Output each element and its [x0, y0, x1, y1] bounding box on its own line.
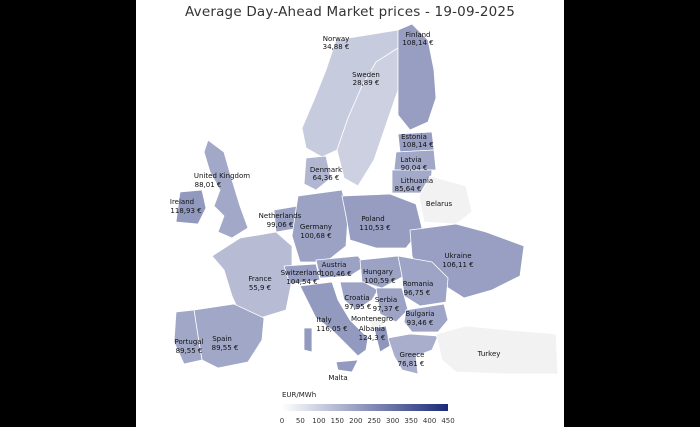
- label-switzerland-value: 104,54 €: [286, 278, 317, 286]
- country-austria[interactable]: [315, 255, 367, 279]
- label-romania-name: Romania: [403, 280, 434, 288]
- label-switzerland-name: Switzerland: [281, 269, 322, 277]
- legend-tick: 0: [279, 417, 285, 425]
- legend-tick: 250: [367, 417, 381, 425]
- label-hungary-name: Hungary: [363, 268, 393, 276]
- label-latvia-value: 90,04 €: [401, 164, 428, 172]
- label-netherlands-name: Netherlands: [259, 212, 302, 220]
- legend-tick: 400: [422, 417, 437, 425]
- country-greece[interactable]: [387, 333, 439, 375]
- label-italy-value: 116,05 €: [316, 325, 347, 333]
- label-italy-name: Italy: [316, 316, 331, 324]
- label-germany-name: Germany: [300, 223, 332, 231]
- country-malta[interactable]: [346, 378, 350, 382]
- label-croatia-value: 97,95 €: [345, 303, 372, 311]
- label-serbia-value: 97,37 €: [373, 305, 400, 313]
- label-bulgaria-name: Bulgaria: [405, 310, 434, 318]
- legend-tick: 300: [386, 417, 400, 425]
- legend-tick: 50: [295, 417, 305, 425]
- label-turkey-name: Turkey: [477, 350, 501, 358]
- country-serbia[interactable]: [375, 287, 409, 323]
- label-romania-value: 96,75 €: [404, 289, 431, 297]
- label-lithuania-value: 85,64 €: [395, 185, 422, 193]
- label-austria-name: Austria: [322, 261, 347, 269]
- country-romania[interactable]: [397, 255, 449, 307]
- country-denmark[interactable]: [303, 155, 332, 191]
- country-italy-sicily[interactable]: [335, 359, 359, 373]
- country-turkey[interactable]: [435, 325, 559, 375]
- label-sweden-value: 28,89 €: [353, 79, 380, 87]
- country-italy[interactable]: [299, 281, 369, 357]
- country-latvia[interactable]: [393, 149, 437, 171]
- label-croatia-name: Croatia: [344, 294, 369, 302]
- country-croatia[interactable]: [339, 281, 379, 311]
- label-albania-value: 124,3 €: [359, 334, 386, 342]
- label-spain-value: 89,55 €: [212, 344, 239, 352]
- label-austria-value: 100,46 €: [320, 270, 351, 278]
- country-italy-sardinia[interactable]: [303, 327, 313, 353]
- label-poland-name: Poland: [361, 215, 384, 223]
- label-sweden-name: Sweden: [352, 71, 380, 79]
- legend-tick: 450: [441, 417, 455, 425]
- label-ireland-value: 118,93 €: [170, 207, 201, 215]
- label-ukraine-name: Ukraine: [444, 252, 471, 260]
- country-france[interactable]: [211, 231, 293, 319]
- label-montenegro-name: Montenegro: [351, 315, 393, 323]
- label-belarus-name: Belarus: [426, 200, 453, 208]
- country-poland[interactable]: [341, 193, 423, 249]
- europe-map: Norway 34,88 € Finland 108,14 € Sweden 2…: [170, 23, 559, 382]
- label-portugal-value: 89,55 €: [176, 347, 203, 355]
- legend-title: EUR/MWh: [282, 391, 317, 399]
- legend-tick: 200: [349, 417, 363, 425]
- label-lithuania-name: Lithuania: [401, 177, 433, 185]
- label-france-value: 55,9 €: [249, 284, 271, 292]
- label-denmark-value: 64,36 €: [313, 174, 340, 182]
- legend-color-bar: [282, 404, 448, 411]
- label-portugal-name: Portugal: [175, 338, 204, 346]
- label-germany-value: 100,68 €: [300, 232, 331, 240]
- country-bulgaria[interactable]: [403, 303, 449, 333]
- country-switzerland[interactable]: [283, 263, 321, 285]
- label-norway-value: 34,88 €: [323, 43, 350, 51]
- label-finland-value: 108,14 €: [402, 39, 433, 47]
- label-denmark-name: Denmark: [310, 166, 343, 174]
- label-bulgaria-value: 93,46 €: [407, 319, 434, 327]
- map-title: Average Day-Ahead Market prices - 19-09-…: [185, 4, 515, 20]
- label-ireland-name: Ireland: [170, 198, 194, 206]
- label-malta-name: Malta: [328, 374, 347, 382]
- country-portugal[interactable]: [173, 309, 203, 365]
- country-germany[interactable]: [291, 189, 349, 263]
- legend-tick: 100: [312, 417, 326, 425]
- label-serbia-name: Serbia: [375, 296, 397, 304]
- label-norway-name: Norway: [323, 35, 350, 43]
- label-finland-name: Finland: [405, 31, 430, 39]
- country-ireland[interactable]: [175, 189, 207, 225]
- label-greece-name: Greece: [400, 351, 425, 359]
- label-poland-value: 110,53 €: [359, 224, 390, 232]
- label-estonia-name: Estonia: [401, 133, 427, 141]
- label-estonia-value: 108,14 €: [402, 141, 433, 149]
- country-albania[interactable]: [373, 325, 391, 353]
- country-united-kingdom[interactable]: [203, 139, 249, 239]
- country-hungary[interactable]: [359, 255, 405, 289]
- legend-tick: 350: [404, 417, 418, 425]
- label-ukraine-value: 106,11 €: [442, 261, 473, 269]
- map-panel: Average Day-Ahead Market prices - 19-09-…: [136, 0, 564, 427]
- label-netherlands-value: 99,06 €: [267, 221, 294, 229]
- country-finland[interactable]: [397, 23, 437, 131]
- label-latvia-name: Latvia: [400, 156, 421, 164]
- label-france-name: France: [248, 275, 271, 283]
- label-hungary-value: 100,59 €: [364, 277, 395, 285]
- label-uk-value: 88,01 €: [195, 181, 222, 189]
- legend-tick: 150: [330, 417, 344, 425]
- label-greece-value: 76,81 €: [398, 360, 425, 368]
- label-uk-name: United Kingdom: [194, 172, 250, 180]
- label-spain-name: Spain: [212, 335, 232, 343]
- label-albania-name: Albania: [359, 325, 385, 333]
